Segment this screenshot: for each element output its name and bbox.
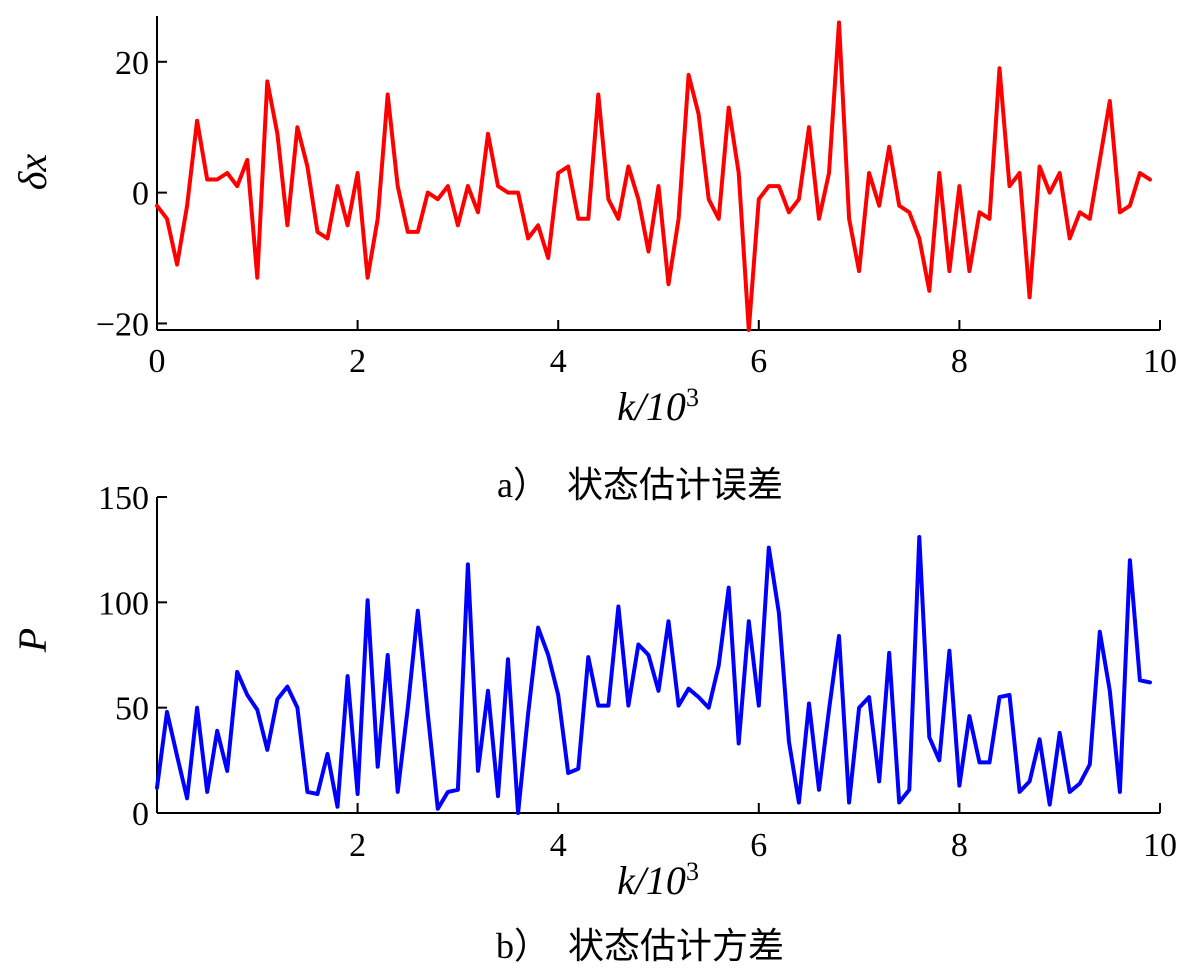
chart-a-x-tick-label: 6 xyxy=(750,343,767,380)
chart-b-axes xyxy=(156,497,1160,814)
chart-a-ylabel: δx xyxy=(10,154,55,191)
chart-b-xlabel: k/103 xyxy=(617,857,699,904)
chart-b-x-tick-label: 6 xyxy=(750,827,767,864)
chart-b-y-tick-label: 0 xyxy=(132,796,149,833)
chart-b-x-tick-label: 8 xyxy=(951,827,968,864)
chart-a-y-tick-label: 20 xyxy=(115,45,149,82)
chart-a-x-tick-label: 8 xyxy=(951,343,968,380)
chart-a-series-0-line xyxy=(155,20,1152,332)
chart-a-y-tick-label: 0 xyxy=(132,176,149,213)
chart-a-xlabel: k/103 xyxy=(617,383,699,430)
chart-b-series-0-line xyxy=(155,535,1152,815)
chart-b-x-tick-label: 10 xyxy=(1143,827,1177,864)
chart-b-y-tick-label: 150 xyxy=(98,480,149,517)
chart-a-x-tick-label: 0 xyxy=(149,343,166,380)
chart-b-y-tick-label: 100 xyxy=(98,585,149,622)
chart-b-ylabel: P xyxy=(10,628,55,653)
chart-b-caption: b） 状态估计方差 xyxy=(496,926,784,966)
chart-a-x-tick-label: 4 xyxy=(550,343,567,380)
chart-a-axes xyxy=(156,16,1160,331)
chart-b-x-tick-label: 4 xyxy=(550,827,567,864)
chart-a-y-tick-label: −20 xyxy=(96,306,149,343)
chart-a-series-line xyxy=(155,20,1152,332)
chart-a-x-tick-label: 10 xyxy=(1143,343,1177,380)
chart-b-y-tick-label: 50 xyxy=(115,691,149,728)
chart-b-series-line xyxy=(155,535,1152,815)
chart-a-caption: a） 状态估计误差 xyxy=(497,465,783,505)
chart-b-x-tick-label: 2 xyxy=(349,827,366,864)
chart-a-x-tick-label: 2 xyxy=(349,343,366,380)
